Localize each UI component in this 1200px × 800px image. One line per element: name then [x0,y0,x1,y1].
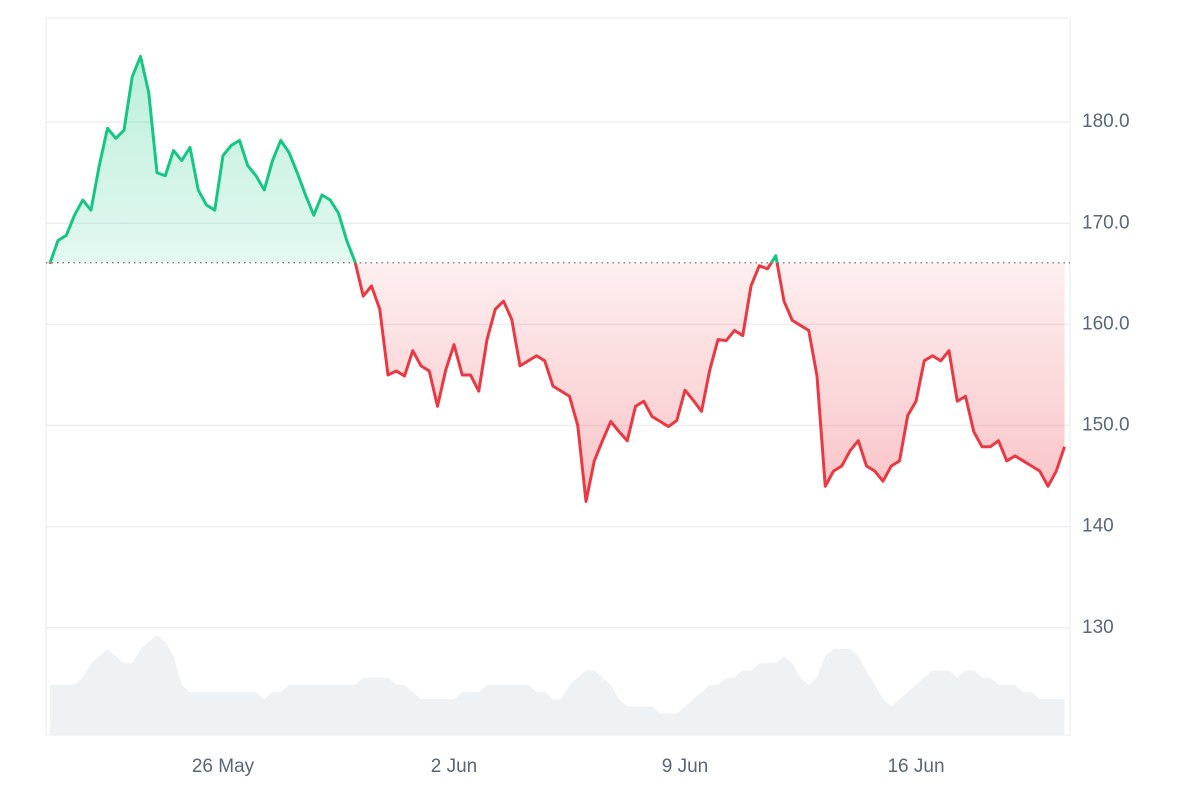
y-tick-label: 180.0 [1082,111,1130,132]
area-above [50,56,778,263]
y-tick-label: 170.0 [1082,212,1130,233]
price-line-above [48,54,779,263]
x-tick-label: 2 Jun [431,756,477,777]
area-below [49,262,1065,502]
x-tick-label: 26 May [192,756,255,777]
volume-area [49,634,1065,735]
x-tick-label: 16 Jun [887,756,944,777]
y-tick-label: 140 [1082,516,1114,537]
x-tick-label: 9 Jun [662,756,708,777]
y-tick-label: 130 [1082,617,1114,638]
y-tick-label: 160.0 [1082,313,1130,334]
price-line-below [48,262,1066,503]
y-tick-label: 150.0 [1082,415,1130,436]
